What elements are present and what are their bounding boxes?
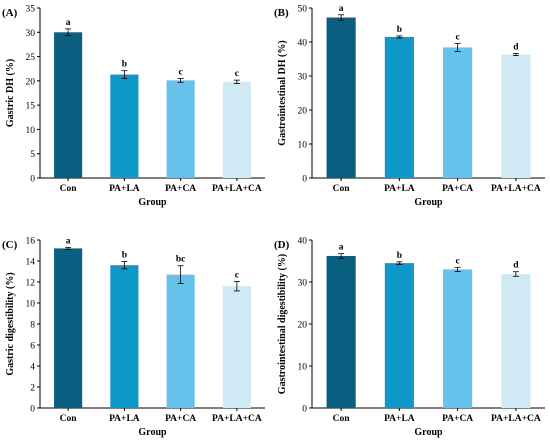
significance-label: b [122,251,127,261]
y-tick-label: 20 [26,77,36,87]
y-tick-label: 30 [298,73,308,83]
significance-label: b [122,60,127,70]
x-axis-title: Group [414,427,443,438]
y-axis-title: Gastric DH (%) [5,59,16,127]
y-tick-label: 8 [30,321,35,331]
panel-label: (B) [274,7,289,19]
y-tick-label: 35 [26,5,36,15]
significance-label: b [397,25,402,35]
y-tick-label: 0 [302,175,307,185]
significance-label: c [456,32,460,42]
chart-panel: (A) 0 5 10 15 20 25 30 35 a Con b PA+LA c PA+CA c PA+LA+… [2,5,265,208]
x-tick-label: PA+CA [442,184,473,194]
x-tick-label: PA+LA [384,184,415,194]
bar [110,265,139,408]
y-tick-label: 40 [298,237,308,247]
bar [222,286,251,408]
y-tick-label: 10 [298,363,308,373]
significance-label: d [513,261,519,271]
x-tick-label: PA+LA [109,414,140,424]
y-tick-label: 30 [298,279,308,289]
y-tick-label: 30 [26,29,36,39]
significance-label: c [235,270,239,280]
x-tick-label: PA+CA [165,414,196,424]
chart-panel: (C) 0 2 4 6 8 10 12 14 16 a Con b PA+LA bc PA+CA c PA+LA+… [2,236,265,438]
x-tick-label: Con [60,184,78,194]
x-axis-title: Group [138,427,167,438]
significance-label: a [339,243,344,253]
x-tick-label: PA+LA+CA [212,184,262,194]
x-tick-label: PA+LA+CA [491,184,541,194]
significance-label: a [66,18,71,28]
x-tick-label: PA+CA [442,414,473,424]
panel-label: (C) [2,239,18,251]
y-tick-label: 40 [298,39,308,49]
bar [166,274,195,408]
bar [326,17,356,178]
y-tick-label: 10 [26,126,36,136]
bar [222,81,251,178]
y-tick-label: 6 [30,342,35,352]
x-tick-label: PA+CA [165,184,196,194]
bar [384,36,414,179]
y-tick-label: 0 [30,175,35,185]
y-tick-label: 0 [30,405,35,415]
significance-label: d [513,43,519,53]
y-tick-label: 10 [298,141,308,151]
significance-label: a [339,4,344,14]
y-tick-label: 16 [26,237,36,247]
x-axis-title: Group [138,197,167,208]
y-tick-label: 20 [298,321,308,331]
x-tick-label: PA+LA+CA [491,414,541,424]
significance-label: c [179,67,183,77]
y-axis-title: Gastric digestibility (%) [5,272,16,375]
y-tick-label: 25 [26,53,36,63]
y-tick-label: 50 [298,5,308,15]
bar [501,54,531,178]
bar [443,47,473,178]
x-tick-label: Con [60,414,78,424]
y-tick-label: 10 [26,300,36,310]
x-tick-label: PA+LA+CA [212,414,262,424]
y-tick-label: 5 [30,150,35,160]
x-tick-label: Con [333,184,351,194]
bar [54,32,83,179]
y-tick-label: 12 [26,279,36,289]
x-tick-label: Con [333,414,351,424]
panel-label: (D) [274,239,290,251]
y-tick-label: 14 [26,258,36,268]
x-tick-label: PA+LA [109,184,140,194]
bar [501,274,531,408]
chart-panel: (D) 0 10 20 30 40 a Con b PA+LA c PA+CA d PA+LA+CA Gro… [274,237,545,438]
panel-label: (A) [2,7,18,19]
bar [166,80,195,178]
y-axis-title: Gastrointestinal digestibility (%) [277,254,288,394]
y-tick-label: 0 [302,405,307,415]
x-tick-label: PA+LA [384,414,415,424]
y-tick-label: 20 [298,107,308,117]
x-axis-title: Group [414,197,443,208]
y-tick-label: 4 [30,363,35,373]
y-tick-label: 2 [30,384,35,394]
significance-label: a [66,236,71,246]
bar [54,248,83,408]
significance-label: bc [176,255,186,265]
bar [443,269,473,408]
y-axis-title: Gastrointestinal DH (%) [277,40,288,145]
significance-label: b [397,251,402,261]
chart-panel: (B) 0 10 20 30 40 50 a Con b PA+LA c PA+CA d PA+LA+CA G… [274,4,545,208]
bar [110,74,139,178]
significance-label: c [235,69,239,79]
bar [384,263,414,408]
bar [326,255,356,408]
y-tick-label: 15 [26,102,36,112]
significance-label: c [456,256,460,266]
